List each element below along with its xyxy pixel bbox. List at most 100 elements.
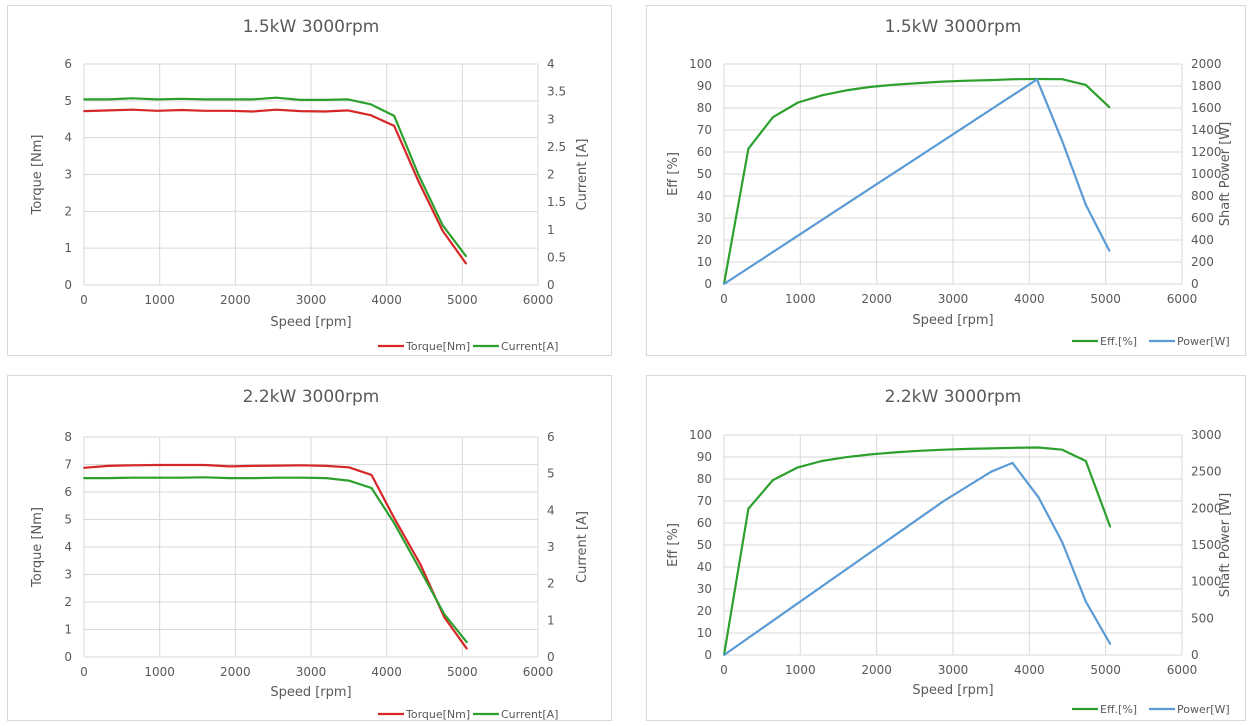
data-point-eff <box>1061 78 1064 81</box>
x-tick-label: 4000 <box>371 293 402 307</box>
data-point-torque-nm <box>393 124 396 127</box>
efficiency-power-chart-1-5kw-svg: 1.5kW 3000rpm010203040506070809010002004… <box>666 17 1233 348</box>
chart-title: 1.5kW 3000rpm <box>243 17 380 37</box>
y-axis-label: Torque [Nm] <box>30 507 45 588</box>
data-point-eff <box>893 83 896 86</box>
y-tick-label: 3 <box>64 568 72 582</box>
series-line-torque-nm <box>83 108 467 265</box>
x-tick-label: 1000 <box>785 663 816 677</box>
legend-label: Power[W] <box>1177 703 1230 716</box>
x-tick-label: 2000 <box>861 663 892 677</box>
y-tick-label: 50 <box>697 167 712 181</box>
x-tick-label: 3000 <box>296 665 327 679</box>
data-point-current-a <box>180 97 183 100</box>
x-tick-label: 5000 <box>447 293 478 307</box>
x-tick-label: 0 <box>80 665 88 679</box>
y-axis-label: Eff [%] <box>666 152 681 196</box>
y2-tick-label: 5 <box>547 467 555 481</box>
data-point-torque-nm <box>419 563 422 566</box>
legend-label: Current[A] <box>501 340 558 353</box>
y2-tick-label: 1500 <box>1191 538 1222 552</box>
x-tick-label: 2000 <box>220 293 251 307</box>
chart-title: 1.5kW 3000rpm <box>885 17 1022 37</box>
data-point-torque-nm <box>252 464 255 467</box>
x-axis-label: Speed [rpm] <box>270 315 351 330</box>
x-tick-label: 1000 <box>144 293 175 307</box>
y2-tick-label: 1.5 <box>547 195 566 209</box>
x-tick-label: 4000 <box>1014 292 1045 306</box>
y-tick-label: 30 <box>697 582 712 596</box>
x-tick-label: 5000 <box>1090 663 1121 677</box>
data-point-torque-nm <box>180 109 183 111</box>
y2-tick-label: 0 <box>547 650 555 664</box>
y2-tick-label: 3.5 <box>547 85 566 99</box>
data-point-eff <box>869 453 872 456</box>
y-tick-label: 0 <box>64 650 72 664</box>
y2-tick-label: 2000 <box>1191 57 1222 71</box>
series-line-eff <box>722 77 1111 285</box>
y2-tick-label: 1200 <box>1191 145 1222 159</box>
data-point-torque-nm <box>155 464 158 466</box>
x-tick-label: 5000 <box>447 665 478 679</box>
chart-title: 2.2kW 3000rpm <box>885 387 1022 407</box>
data-point-current-a <box>83 477 85 479</box>
y-tick-label: 50 <box>697 538 712 552</box>
data-point-torque-nm <box>83 466 85 469</box>
x-tick-label: 5000 <box>1090 292 1121 306</box>
data-point-torque-nm <box>393 517 396 520</box>
series-line-torque-nm <box>83 463 468 650</box>
data-point-eff <box>1013 78 1015 81</box>
data-point-torque-nm <box>107 464 110 467</box>
y-tick-label: 8 <box>64 430 72 444</box>
x-tick-label: 6000 <box>523 665 554 679</box>
y2-tick-label: 500 <box>1191 611 1214 625</box>
x-axis-label: Speed [rpm] <box>270 685 351 700</box>
data-point-torque-nm <box>441 229 444 232</box>
y2-tick-label: 4 <box>547 503 555 517</box>
x-tick-label: 3000 <box>938 292 969 306</box>
y-tick-label: 60 <box>697 145 712 159</box>
y-tick-label: 30 <box>697 211 712 225</box>
data-point-current-a <box>347 479 350 482</box>
data-point-eff <box>797 101 799 104</box>
data-point-current-a <box>252 477 255 479</box>
y2-tick-label: 2.5 <box>547 140 566 154</box>
series-line-power-w <box>723 78 1111 285</box>
data-point-current-a <box>131 476 134 479</box>
y-tick-label: 0 <box>64 278 72 292</box>
data-point-power-w <box>723 654 725 656</box>
x-tick-label: 4000 <box>1014 663 1045 677</box>
y-tick-label: 1 <box>64 241 72 255</box>
data-point-power-w <box>942 500 945 502</box>
y-axis-label: Eff [%] <box>666 523 681 567</box>
legend-label: Torque[Nm] <box>405 340 470 353</box>
data-point-torque-nm <box>347 109 349 112</box>
data-point-current-a <box>275 96 278 99</box>
y-tick-label: 7 <box>64 458 72 472</box>
y2-tick-label: 2 <box>547 577 555 591</box>
data-point-power-w <box>1037 496 1040 499</box>
data-point-current-a <box>108 98 110 101</box>
y-tick-label: 70 <box>697 123 712 137</box>
y-tick-label: 80 <box>697 101 712 115</box>
data-point-torque-nm <box>131 464 134 467</box>
x-tick-label: 0 <box>80 293 88 307</box>
data-point-torque-nm <box>465 262 468 265</box>
y2-tick-label: 3000 <box>1191 428 1222 442</box>
x-axis-label: Speed [rpm] <box>912 313 993 328</box>
y2-tick-label: 0.5 <box>547 250 566 264</box>
data-point-eff <box>1061 448 1064 451</box>
y-tick-label: 100 <box>689 57 712 71</box>
y2-tick-label: 0 <box>1191 277 1199 291</box>
data-point-eff <box>820 460 823 462</box>
y2-tick-label: 3 <box>547 112 555 126</box>
x-tick-label: 6000 <box>1167 292 1198 306</box>
data-point-current-a <box>441 224 444 227</box>
data-point-eff <box>967 447 970 450</box>
data-point-current-a <box>228 98 231 101</box>
y-tick-label: 20 <box>697 604 712 618</box>
data-point-torque-nm <box>299 110 302 113</box>
y2-tick-label: 1400 <box>1191 123 1222 137</box>
y-tick-label: 1 <box>64 623 72 637</box>
data-point-power-w <box>990 470 993 473</box>
